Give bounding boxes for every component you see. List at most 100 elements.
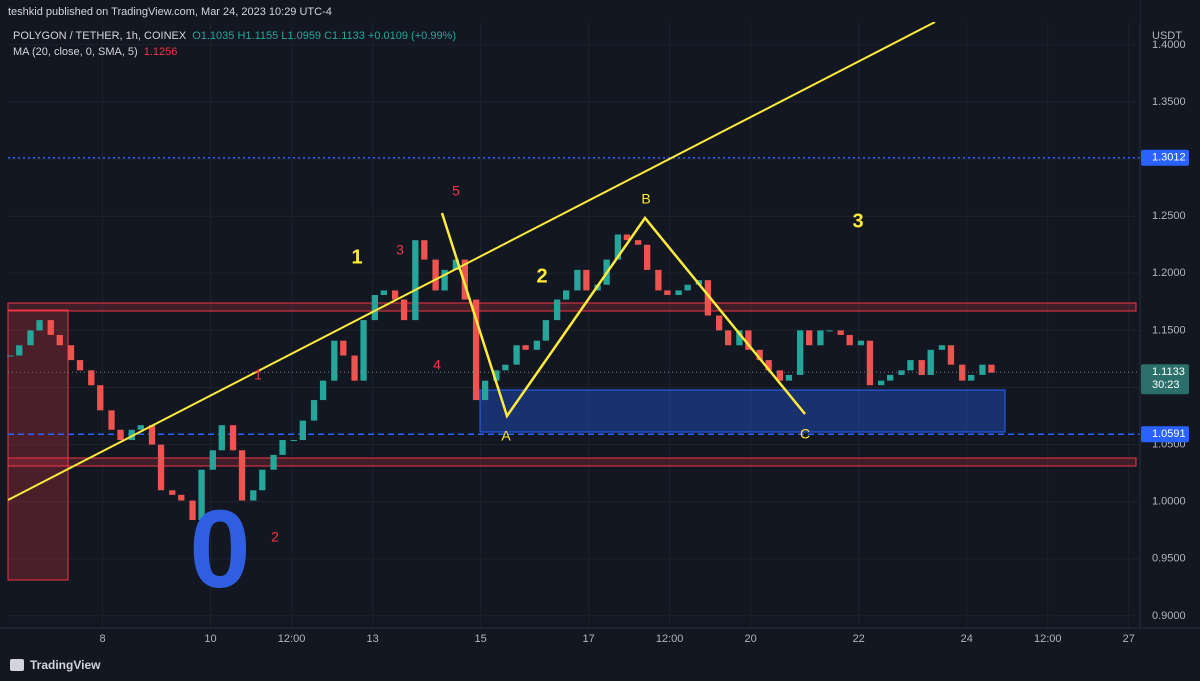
candle	[947, 345, 955, 365]
candle	[542, 320, 550, 341]
symbol-name: POLYGON / TETHER, 1h, COINEX	[13, 30, 187, 42]
candle	[643, 244, 651, 270]
y-tick-label: 1.2500	[1152, 210, 1186, 222]
candle	[229, 425, 237, 451]
x-tick-label: 15	[474, 633, 486, 645]
x-tick-label: 12:00	[656, 633, 684, 645]
candle	[756, 349, 763, 361]
candle	[736, 330, 743, 346]
candle	[169, 490, 176, 495]
price-level-label: 1.3012	[1152, 152, 1186, 164]
y-tick-label: 0.9000	[1152, 610, 1186, 622]
subwave-label: 4	[433, 357, 441, 373]
candle	[725, 330, 732, 346]
support-zone	[7, 457, 1137, 467]
candle	[391, 290, 399, 300]
x-tick-label: 24	[961, 633, 973, 645]
countdown: 30:23	[1152, 379, 1180, 391]
candle	[776, 370, 784, 381]
candle	[664, 290, 671, 295]
candle	[371, 294, 378, 321]
candle	[441, 269, 448, 291]
candle	[157, 444, 165, 491]
publisher: teshkid published on TradingView.com, Ma…	[8, 6, 332, 18]
candle	[583, 269, 590, 291]
subwave-label: 3	[396, 242, 404, 258]
candle	[259, 469, 266, 491]
candle	[959, 364, 966, 381]
candle	[562, 290, 570, 300]
candle	[128, 429, 135, 441]
y-tick-label: 1.2000	[1152, 267, 1186, 279]
candle	[7, 355, 14, 357]
candle	[472, 299, 480, 401]
x-tick-label: 12:00	[1034, 633, 1062, 645]
subwave-label: 2	[271, 529, 279, 545]
y-tick-label: 1.4000	[1152, 39, 1186, 51]
candle	[634, 240, 642, 245]
indicator-value: 1.1256	[144, 46, 178, 58]
candle	[16, 345, 23, 356]
price-level-label: 1.0591	[1152, 428, 1186, 440]
x-tick-label: 17	[583, 633, 595, 645]
candles	[7, 234, 1140, 520]
candle	[684, 284, 691, 291]
correction-label: C	[800, 426, 810, 442]
candle	[826, 330, 833, 332]
candle	[837, 330, 844, 335]
candle	[846, 334, 853, 346]
candle	[918, 360, 925, 375]
candle	[866, 340, 874, 386]
candle	[290, 440, 297, 442]
candle	[178, 494, 185, 501]
candle	[250, 490, 257, 501]
candle	[148, 425, 156, 445]
candle	[553, 299, 561, 321]
candle	[857, 340, 865, 346]
candle	[209, 450, 216, 470]
candle	[533, 340, 541, 350]
price-level-tag	[1141, 426, 1189, 443]
wave-label: 3	[852, 210, 863, 232]
x-tick-label: 27	[1123, 633, 1135, 645]
subwave-label: 1	[254, 367, 262, 383]
candle	[47, 320, 54, 335]
axes: 0.90000.95001.00001.05001.10001.15001.20…	[99, 39, 1189, 645]
candle	[988, 364, 995, 373]
candle	[745, 330, 752, 350]
candle	[452, 259, 459, 270]
resistance-zone	[7, 302, 1137, 312]
candle	[380, 290, 387, 295]
candle	[36, 320, 43, 331]
candle	[198, 469, 205, 520]
candle	[76, 360, 84, 371]
y-tick-label: 0.9500	[1152, 553, 1186, 565]
correction-label: B	[641, 191, 650, 207]
candle	[351, 355, 358, 381]
x-tick-label: 13	[366, 633, 378, 645]
candle	[310, 400, 318, 421]
x-tick-label: 20	[745, 633, 757, 645]
price-level-tag	[1141, 149, 1189, 166]
candle	[675, 290, 682, 295]
candle	[878, 380, 885, 386]
candle	[817, 330, 824, 346]
origin-label: 0	[189, 488, 250, 611]
candle	[614, 234, 622, 260]
candle	[238, 450, 246, 501]
candle	[27, 330, 34, 346]
candle	[806, 330, 813, 346]
candle	[907, 360, 914, 371]
candle	[137, 425, 144, 430]
wave-label: 2	[536, 265, 547, 287]
logo	[10, 659, 24, 671]
candle	[502, 364, 509, 371]
candle	[887, 374, 894, 381]
candle	[785, 374, 793, 381]
zigzag	[440, 212, 806, 419]
x-tick-label: 8	[99, 633, 105, 645]
correction-label: A	[501, 428, 511, 444]
candle	[968, 374, 975, 381]
y-tick-label: 1.0000	[1152, 496, 1186, 508]
